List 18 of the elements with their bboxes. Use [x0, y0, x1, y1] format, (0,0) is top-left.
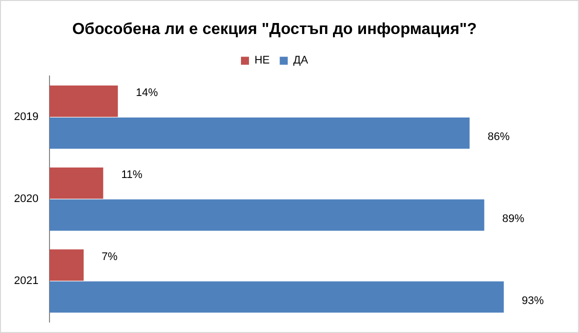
legend-label: НЕ — [254, 54, 270, 67]
chart-title: Обособена ли е секция "Достъп до информация"? — [72, 21, 477, 38]
y-tick-label: 2021 — [14, 275, 38, 288]
data-label: 14% — [136, 87, 158, 100]
data-label: 89% — [502, 213, 524, 226]
data-label: 86% — [488, 131, 510, 144]
y-tick-label: 2019 — [14, 111, 38, 124]
legend-label: ДА — [293, 54, 309, 67]
bar — [49, 117, 470, 149]
bar — [49, 249, 84, 281]
y-tick-label: 2020 — [14, 193, 38, 206]
bar — [49, 281, 504, 313]
data-label: 93% — [522, 295, 544, 308]
bar — [49, 86, 118, 117]
data-label: 11% — [121, 169, 143, 182]
bar — [49, 167, 104, 199]
data-label: 7% — [102, 251, 118, 264]
bar — [49, 199, 484, 231]
